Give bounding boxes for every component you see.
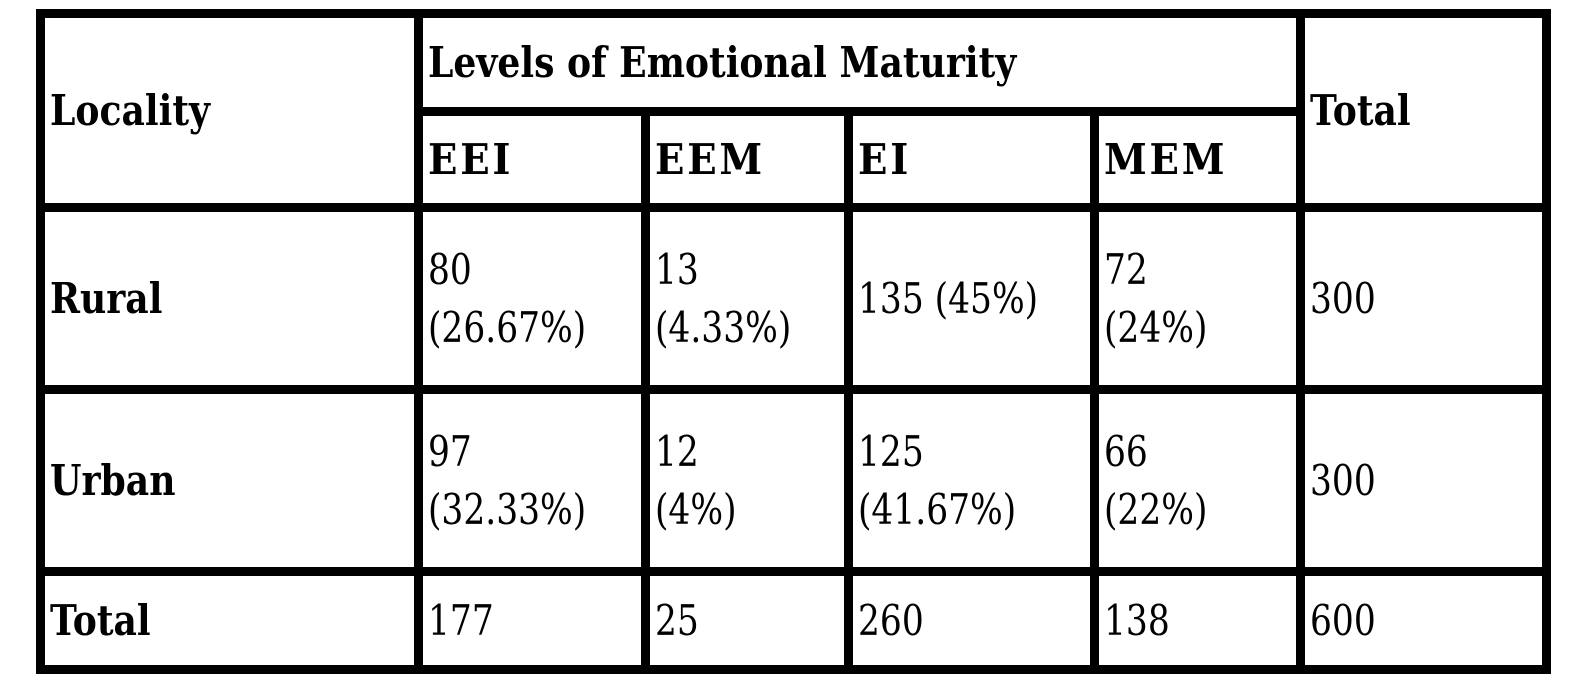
table-cell: 72 (24%) — [1090, 203, 1305, 394]
table-cell: 13 (4.33%) — [641, 203, 853, 394]
table-cell: 125 (41.67%) — [844, 385, 1099, 576]
cell-percent: (4%) — [655, 484, 737, 534]
cell-count: 25 — [655, 595, 699, 645]
table-cell: 260 — [844, 567, 1099, 674]
subheader-cell: EEI — [414, 107, 650, 212]
cell-count: 72 — [1104, 244, 1148, 294]
subheader-cell: MEM — [1090, 107, 1305, 212]
row-label-cell: Rural — [36, 203, 423, 394]
table-cell: 97 (32.33%) — [414, 385, 650, 576]
header-levels-cell: Levels of Emotional Maturity — [414, 9, 1305, 116]
cell-percent: (4.33%) — [655, 302, 792, 352]
row-label-cell: Urban — [36, 385, 423, 576]
subheader-mem: MEM — [1104, 134, 1228, 184]
table-cell: 135 (45%) — [844, 203, 1099, 394]
cell-count: 12 — [655, 426, 699, 476]
table-cell: 66 (22%) — [1090, 385, 1305, 576]
table-row: Urban 97 (32.33%) 12 (4%) 125 (41.67%) 6… — [36, 385, 1551, 576]
subheader-cell: EEM — [641, 107, 853, 212]
cell-count: 138 — [1104, 595, 1170, 645]
row-label-cell: Total — [36, 567, 423, 674]
cell-percent: (22%) — [1104, 484, 1208, 534]
cell-count: 97 — [428, 426, 472, 476]
cell-count: 177 — [428, 595, 494, 645]
row-total: 300 — [1310, 273, 1376, 323]
table-cell: 80 (26.67%) — [414, 203, 650, 394]
header-locality: Locality — [50, 85, 211, 135]
header-row-2: EEI EEM EI MEM — [41, 107, 1547, 212]
row-total-cell: 600 — [1296, 567, 1551, 674]
emotional-maturity-table: Locality Levels of Emotional Maturity To… — [36, 9, 1551, 674]
header-locality-cell: Locality — [36, 9, 423, 212]
cell-percent: (24%) — [1104, 302, 1208, 352]
grand-total: 600 — [1310, 595, 1376, 645]
header-levels: Levels of Emotional Maturity — [428, 37, 1017, 87]
table-cell: 25 — [641, 567, 853, 674]
table-row: Rural 80 (26.67%) 13 (4.33%) 135 (45%) 7… — [36, 203, 1551, 394]
cell-count: 260 — [858, 595, 924, 645]
header-total-cell: Total — [1296, 9, 1551, 212]
subheader-cell: EI — [844, 107, 1099, 212]
cell-percent: (41.67%) — [858, 484, 1017, 534]
table-cell: 12 (4%) — [641, 385, 853, 576]
row-total-cell: 300 — [1296, 203, 1551, 394]
row-label-urban: Urban — [50, 455, 176, 505]
cell-count: 80 — [428, 244, 472, 294]
header-total: Total — [1310, 85, 1411, 135]
cell-count: 66 — [1104, 426, 1148, 476]
table-cell: 138 — [1090, 567, 1305, 674]
cell-percent: (26.67%) — [428, 302, 587, 352]
row-label-total: Total — [50, 595, 151, 645]
table-row-total: Total 177 25 260 138 600 — [36, 567, 1551, 674]
cell-percent: (32.33%) — [428, 484, 587, 534]
cell-count: 125 — [858, 426, 924, 476]
subheader-eei: EEI — [428, 134, 514, 184]
cell-count: 13 — [655, 244, 699, 294]
row-label-rural: Rural — [50, 273, 163, 323]
header-row-1: Locality Levels of Emotional Maturity To… — [36, 9, 1551, 212]
subheader-ei: EI — [858, 134, 912, 184]
row-total: 300 — [1310, 455, 1376, 505]
subheader-eem: EEM — [655, 134, 765, 184]
row-total-cell: 300 — [1296, 385, 1551, 576]
table-cell: 177 — [414, 567, 650, 674]
cell-count: 135 (45%) — [858, 273, 1039, 323]
